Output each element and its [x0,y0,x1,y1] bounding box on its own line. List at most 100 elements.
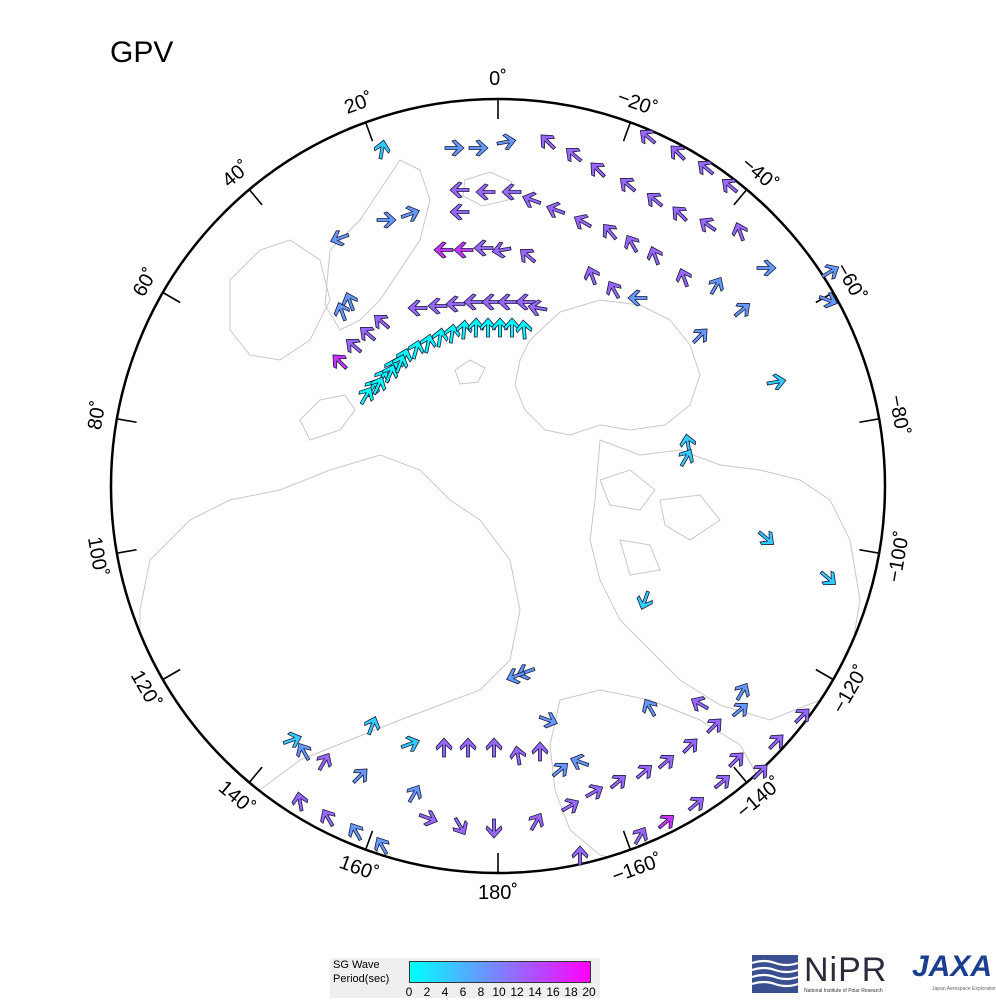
longitude-tick [162,668,181,681]
map-title: GPV [110,36,174,69]
longitude-tick [733,766,748,783]
longitude-tick [815,668,834,681]
wave-direction-arrow-icon [819,570,837,586]
wave-direction-arrow-icon [400,735,420,752]
wave-direction-arrow-icon [491,241,512,259]
wave-direction-arrow-icon [721,178,739,194]
wave-direction-arrow-icon [571,845,589,866]
longitude-tick [859,418,880,424]
wave-direction-arrow-icon [820,264,840,280]
longitude-label: −40˚ [737,153,782,196]
wave-arrows-layer [282,129,840,866]
wave-direction-arrow-icon [818,292,838,309]
wave-direction-arrow-icon [560,798,580,814]
longitude-tick [622,122,632,142]
wave-direction-arrow-icon [646,192,664,208]
wave-direction-arrow-icon [358,386,374,406]
wave-direction-arrow-icon [706,718,722,734]
wave-direction-arrow-icon [455,319,473,340]
wave-direction-arrow-icon [546,201,566,218]
wave-direction-arrow-icon [515,319,533,340]
longitude-label: 100˚ [83,535,112,578]
wave-direction-arrow-icon [728,752,744,768]
wave-direction-arrow-icon [370,376,387,396]
legend-tick-label: 14 [528,985,542,999]
wave-direction-arrow-icon [445,295,466,313]
legend-tick-label: 2 [423,985,431,999]
canada-coast [589,439,861,721]
wave-direction-arrow-icon [639,129,657,145]
wave-direction-arrow-icon [373,139,391,160]
wave-direction-arrow-icon [565,147,583,163]
wave-direction-arrow-icon [609,774,627,790]
map-boundary [109,97,887,875]
wave-direction-arrow-icon [453,241,474,259]
wave-direction-arrow-icon [713,774,731,790]
wave-direction-arrow-icon [449,203,470,221]
novaya-zemlya [299,394,356,441]
longitude-label: −120˚ [828,662,873,718]
wave-direction-arrow-icon [573,214,593,230]
wave-direction-arrow-icon [467,317,485,338]
wave-direction-arrow-icon [427,297,448,315]
jaxa-logo: JAXA Japan Aerospace Exploration Agency [910,950,996,998]
wave-direction-arrow-icon [496,133,517,151]
legend-tick-label: 6 [459,985,467,999]
wave-direction-arrow-icon [768,734,784,750]
longitude-tick [364,830,374,850]
wave-direction-arrow-icon [606,280,622,300]
legend-tick-label: 0 [405,985,413,999]
legend: SG Wave Period(sec) 0 2 4 6 8 10 12 14 16 18 20 [330,958,600,999]
wave-direction-arrow-icon [463,293,484,311]
iceland-coast [462,171,513,207]
nipr-logo: NiPR National Institute of Polar Researc… [752,951,902,997]
longitude-label: 0˚ [489,68,507,90]
longitude-label: 80˚ [84,399,111,431]
wave-direction-arrow-icon [697,160,715,176]
wave-direction-arrow-icon [682,738,698,754]
wave-direction-arrow-icon [452,816,468,836]
nipr-emblem-icon [752,955,798,993]
longitude-tick [162,291,181,304]
wave-direction-arrow-icon [408,339,425,360]
wave-direction-arrow-icon [699,217,717,233]
wave-direction-arrow-icon [506,668,526,685]
wave-direction-arrow-icon [636,590,653,610]
wave-direction-arrow-icon [291,791,309,812]
wave-direction-arrow-icon [515,293,536,311]
legend-colorbar [409,961,591,983]
longitude-label: 160˚ [336,851,381,885]
wave-direction-arrow-icon [345,338,363,354]
legend-tick-label: 12 [510,985,524,999]
legend-tick-label: 20 [582,985,596,999]
wave-direction-arrow-icon [374,836,390,856]
wave-direction-arrow-icon [320,808,336,828]
longitude-label: 60˚ [129,264,163,300]
longitude-label: −140˚ [733,773,787,823]
wave-direction-arrow-icon [734,682,750,702]
longitude-ticks [116,99,880,873]
wave-direction-arrow-icon [332,354,348,370]
wave-direction-arrow-icon [468,139,489,157]
wave-direction-arrow-icon [752,764,768,780]
legend-tick-label: 10 [492,985,506,999]
wave-direction-arrow-icon [632,826,648,846]
wave-direction-arrow-icon [646,246,663,266]
longitude-label: −80˚ [884,393,913,437]
longitude-tick [116,418,137,424]
wave-direction-arrow-icon [473,239,494,257]
wave-direction-arrow-icon [583,266,600,286]
wave-direction-arrow-icon [766,373,787,391]
wave-direction-arrow-icon [485,818,503,839]
wave-direction-arrow-icon [642,698,658,718]
wave-direction-arrow-icon [333,302,350,322]
wave-direction-arrow-icon [400,205,420,222]
wave-direction-arrow-icon [570,753,590,770]
europe-coast [229,239,331,361]
wave-direction-arrow-icon [516,664,536,681]
wave-direction-arrow-icon [359,326,377,342]
wave-direction-arrow-icon [602,223,618,241]
wave-direction-arrow-icon [501,183,522,201]
wave-direction-arrow-icon [672,206,688,222]
wave-direction-arrow-icon [733,302,751,318]
